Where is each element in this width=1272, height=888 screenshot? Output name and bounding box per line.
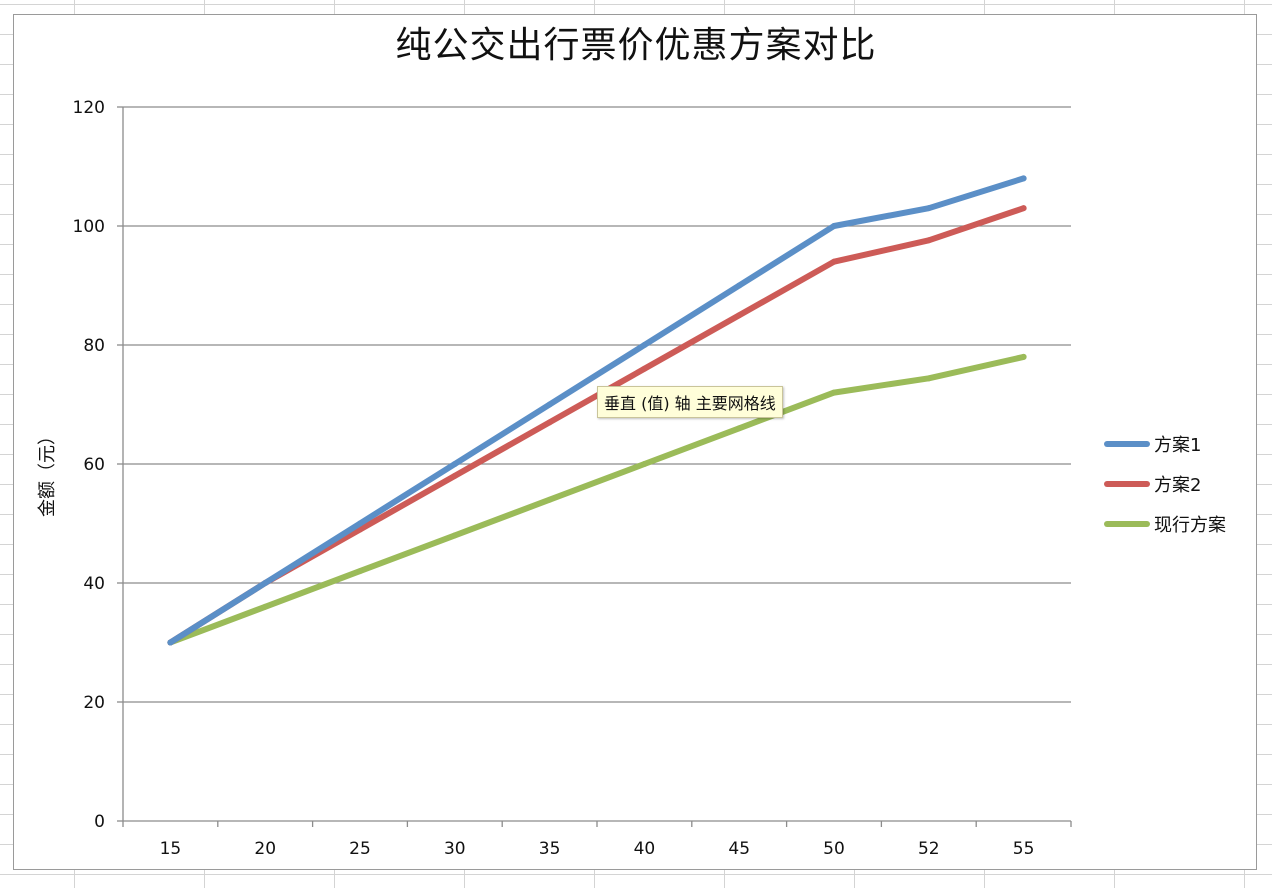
series-line-1 [167, 175, 1027, 646]
series-2-point-35 [546, 419, 553, 426]
series-2-point-55 [1020, 205, 1027, 212]
legend-label-plan1: 方案1 [1154, 435, 1202, 456]
legend-item-plan2[interactable]: 方案2 [1104, 464, 1226, 504]
y-tick-label-20: 20 [83, 693, 105, 713]
x-tick-label-55: 55 [1013, 839, 1035, 859]
series-3-point-45 [736, 425, 743, 432]
series-2-point-30 [451, 472, 458, 479]
gridline-tooltip: 垂直 (值) 轴 主要网格线 [597, 386, 783, 418]
series-1-point-55 [1020, 175, 1027, 182]
series-2-point-40 [641, 365, 648, 372]
legend-label-plan2: 方案2 [1154, 475, 1202, 496]
legend-item-current[interactable]: 现行方案 [1104, 504, 1226, 544]
series-1-point-52 [925, 205, 932, 212]
series-3-point-52 [925, 375, 932, 382]
y-tick-label-100: 100 [73, 217, 105, 237]
x-tick-label-45: 45 [728, 839, 750, 859]
series-2-point-52 [925, 237, 932, 244]
legend-label-current: 现行方案 [1154, 515, 1226, 536]
series-line-2 [167, 205, 1027, 646]
legend-swatch-current [1104, 521, 1150, 527]
y-tick-label-40: 40 [83, 574, 105, 594]
series-3-point-55 [1020, 353, 1027, 360]
legend[interactable]: 方案1 方案2 现行方案 [1104, 424, 1226, 544]
legend-swatch-plan1 [1104, 441, 1150, 447]
legend-item-plan1[interactable]: 方案1 [1104, 424, 1226, 464]
series-3-point-25 [357, 568, 363, 575]
series-1-point-25 [357, 520, 363, 527]
y-tick-label-0: 0 [94, 812, 105, 832]
series-line-3 [167, 353, 1027, 646]
y-tick-label-120: 120 [73, 98, 105, 118]
series-2-point-50 [831, 258, 837, 265]
y-tick-label-80: 80 [83, 336, 105, 356]
x-tick-label-50: 50 [823, 839, 845, 859]
series-1-point-30 [451, 461, 458, 467]
series-3-point-40 [641, 461, 648, 467]
series-1-point-50 [831, 223, 837, 229]
x-tick-label-40: 40 [634, 839, 656, 859]
series-3-point-50 [831, 389, 837, 396]
chart-title: 纯公交出行票价优惠方案对比 [395, 25, 877, 66]
x-tick-label-20: 20 [254, 839, 276, 859]
series-3-point-35 [546, 496, 553, 503]
series-1-point-40 [641, 342, 648, 348]
x-tick-label-52: 52 [918, 839, 940, 859]
series-3-point-30 [451, 532, 458, 539]
series-2-point-45 [736, 312, 743, 319]
y-tick-label-60: 60 [83, 455, 105, 475]
series-1-point-20 [262, 580, 269, 586]
x-tick-label-15: 15 [160, 839, 182, 859]
legend-swatch-plan2 [1104, 481, 1150, 487]
series-1-point-35 [546, 401, 553, 408]
x-tick-label-30: 30 [444, 839, 466, 859]
series-1-point-15 [167, 639, 174, 646]
chart-area[interactable] [13, 14, 1257, 870]
x-tick-label-25: 25 [349, 839, 371, 859]
series-3-point-20 [262, 603, 269, 610]
x-tick-label-35: 35 [539, 839, 561, 859]
series-1-point-45 [736, 282, 743, 289]
